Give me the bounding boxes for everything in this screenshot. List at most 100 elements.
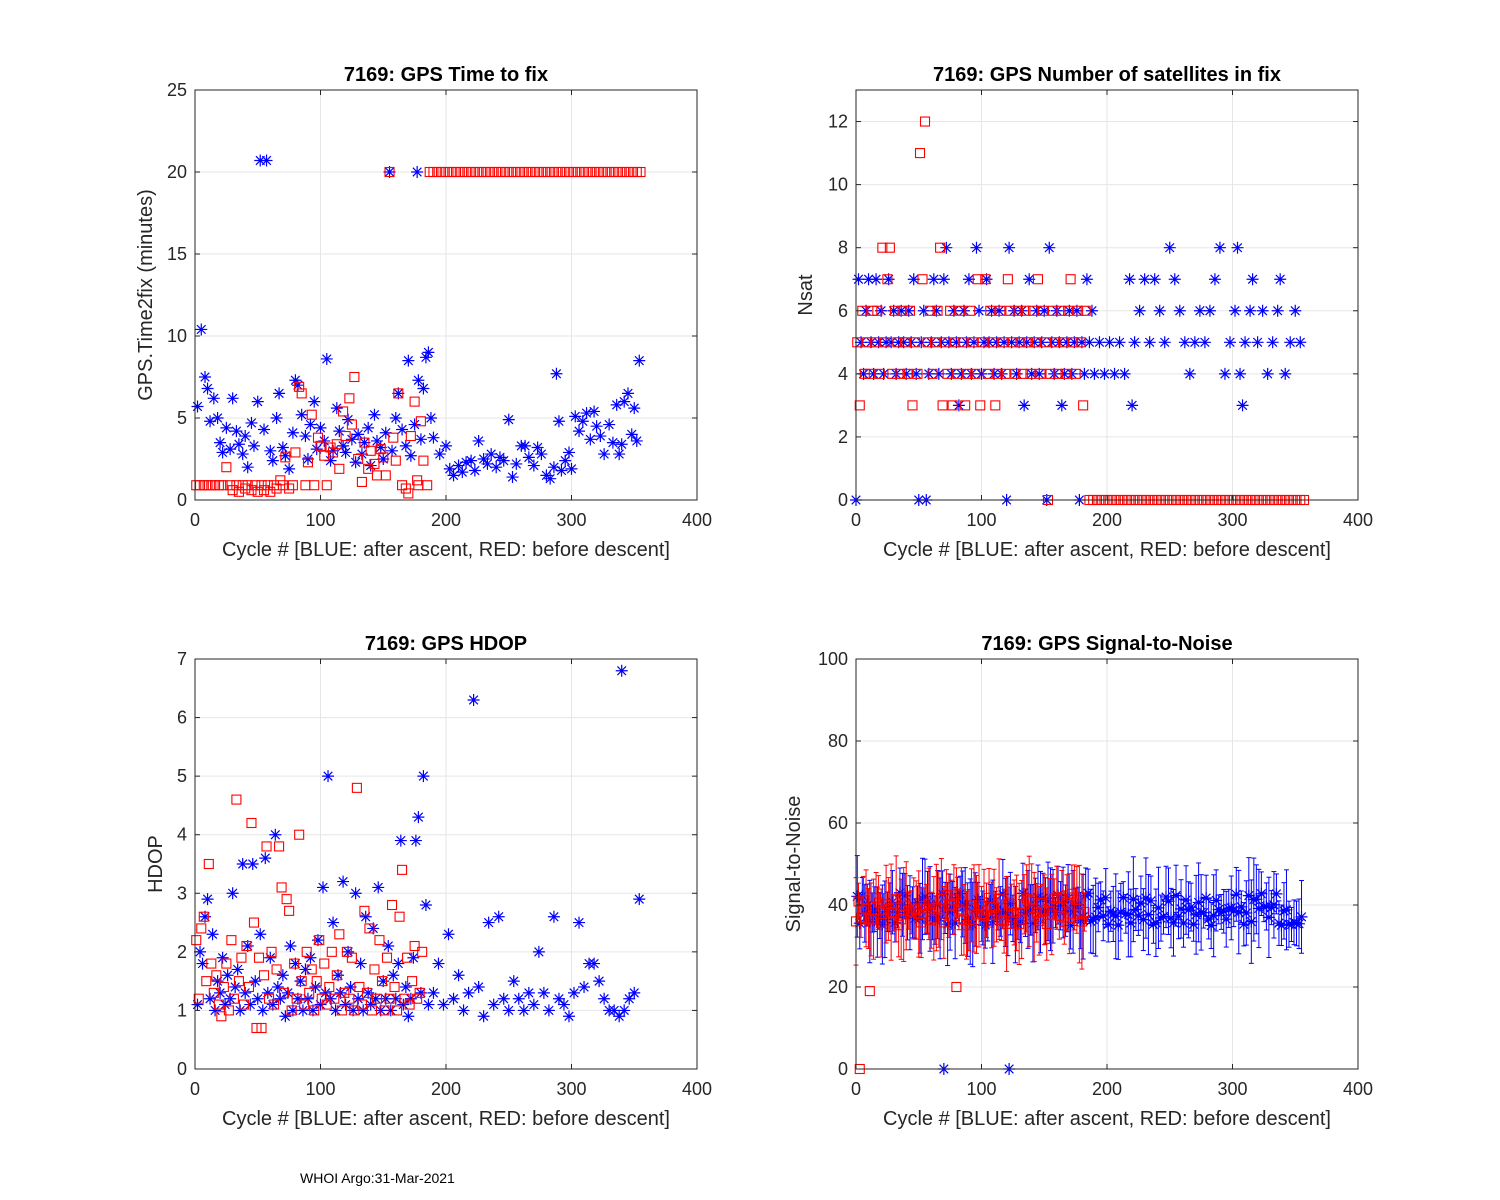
asterisk-point xyxy=(319,986,332,999)
square-point xyxy=(1017,368,1028,379)
square-point xyxy=(1068,337,1079,348)
asterisk-point xyxy=(286,426,299,439)
asterisk-point xyxy=(1154,912,1167,925)
asterisk-point xyxy=(947,304,960,317)
panel-gps-signal-to-noise: 0 100 200 300 400 0 20 40 60 80 100 7169: GPS Sign… xyxy=(783,633,1373,1130)
asterisk-point xyxy=(944,906,957,919)
asterisk-point xyxy=(569,410,582,423)
asterisk-point xyxy=(229,981,242,993)
square-point xyxy=(326,946,337,957)
asterisk-point xyxy=(379,426,392,439)
panel-gps-time-to-fix: 0 100 200 300 400 0 5 10 15 20 25 7169: GPS Time t… xyxy=(135,64,712,561)
square-point xyxy=(380,470,391,481)
asterisk-point xyxy=(1093,336,1106,349)
asterisk-point xyxy=(1094,893,1107,906)
x-tick-label: 300 xyxy=(1217,1079,1247,1099)
asterisk-point xyxy=(555,464,568,477)
asterisk-point xyxy=(314,998,327,1011)
square-point xyxy=(392,1005,403,1016)
asterisk-point xyxy=(887,304,900,317)
asterisk-point xyxy=(1200,892,1213,905)
asterisk-point xyxy=(957,304,970,317)
data-marks xyxy=(191,154,646,499)
asterisk-point xyxy=(1114,906,1127,919)
asterisk-point xyxy=(1050,304,1063,317)
asterisk-point xyxy=(1271,304,1284,317)
square-point xyxy=(334,463,345,474)
asterisk-point xyxy=(194,945,207,958)
square-point xyxy=(1053,368,1064,379)
asterisk-point xyxy=(613,1010,626,1023)
asterisk-point xyxy=(1060,336,1073,349)
asterisk-point xyxy=(304,418,317,431)
asterisk-point xyxy=(962,273,975,286)
asterisk-point xyxy=(191,400,204,413)
square-point xyxy=(407,976,418,987)
asterisk-point xyxy=(443,462,456,475)
asterisk-point xyxy=(1010,367,1023,380)
asterisk-point xyxy=(1042,895,1055,908)
asterisk-point xyxy=(236,448,249,461)
asterisk-point xyxy=(199,371,212,383)
asterisk-point xyxy=(594,430,607,443)
asterisk-point xyxy=(382,940,395,952)
asterisk-point xyxy=(304,951,317,964)
asterisk-point xyxy=(1159,890,1172,903)
asterisk-point xyxy=(1235,900,1248,913)
asterisk-point xyxy=(254,154,267,167)
asterisk-point xyxy=(1097,909,1110,922)
asterisk-point xyxy=(907,273,920,286)
asterisk-point xyxy=(419,351,432,364)
square-point xyxy=(877,242,888,253)
x-axis-label: Cycle # [BLUE: after ascent, RED: before… xyxy=(883,1108,1331,1130)
asterisk-point xyxy=(1236,399,1249,412)
asterisk-point xyxy=(588,405,601,418)
square-point xyxy=(236,952,247,963)
asterisk-point xyxy=(1208,273,1221,286)
square-point xyxy=(997,337,1008,348)
asterisk-point xyxy=(993,304,1006,317)
asterisk-point xyxy=(362,986,375,999)
panel-gps-number-of-satellites: 0 100 200 300 400 0 2 4 6 8 10 12 7169: GPS Number … xyxy=(795,64,1373,561)
asterisk-point xyxy=(226,392,239,405)
asterisk-point xyxy=(383,166,396,178)
asterisk-point xyxy=(972,304,985,317)
square-point xyxy=(216,1011,227,1022)
asterisk-point xyxy=(354,957,367,970)
square-point xyxy=(932,305,943,316)
asterisk-point xyxy=(296,1004,309,1017)
asterisk-point xyxy=(1158,336,1171,349)
asterisk-point xyxy=(1015,304,1028,317)
square-point xyxy=(397,480,408,491)
square-point xyxy=(909,337,921,348)
asterisk-point xyxy=(1098,367,1111,380)
asterisk-point xyxy=(588,957,601,970)
asterisk-point xyxy=(1277,904,1290,917)
asterisk-point xyxy=(1293,917,1306,930)
asterisk-point xyxy=(1008,304,1021,317)
square-point xyxy=(854,400,865,411)
asterisk-point xyxy=(392,387,405,400)
asterisk-point xyxy=(339,446,352,459)
asterisk-point xyxy=(1239,336,1252,349)
square-point xyxy=(405,430,416,442)
asterisk-point xyxy=(974,904,987,917)
asterisk-point xyxy=(1005,336,1018,349)
asterisk-point xyxy=(1039,904,1052,917)
square-point xyxy=(891,893,902,904)
asterisk-point xyxy=(211,412,224,424)
square-point xyxy=(933,904,944,915)
square-point xyxy=(403,488,414,499)
square-point xyxy=(248,917,260,928)
asterisk-point xyxy=(1147,918,1160,931)
square-point xyxy=(386,899,398,911)
asterisk-point xyxy=(246,858,259,870)
square-point xyxy=(960,400,971,411)
asterisk-point xyxy=(1255,887,1268,900)
asterisk-point xyxy=(344,981,357,993)
asterisk-point xyxy=(998,336,1011,349)
square-point xyxy=(1020,305,1031,316)
square-point xyxy=(1047,305,1059,316)
asterisk-point xyxy=(633,893,646,906)
asterisk-point xyxy=(230,425,243,438)
